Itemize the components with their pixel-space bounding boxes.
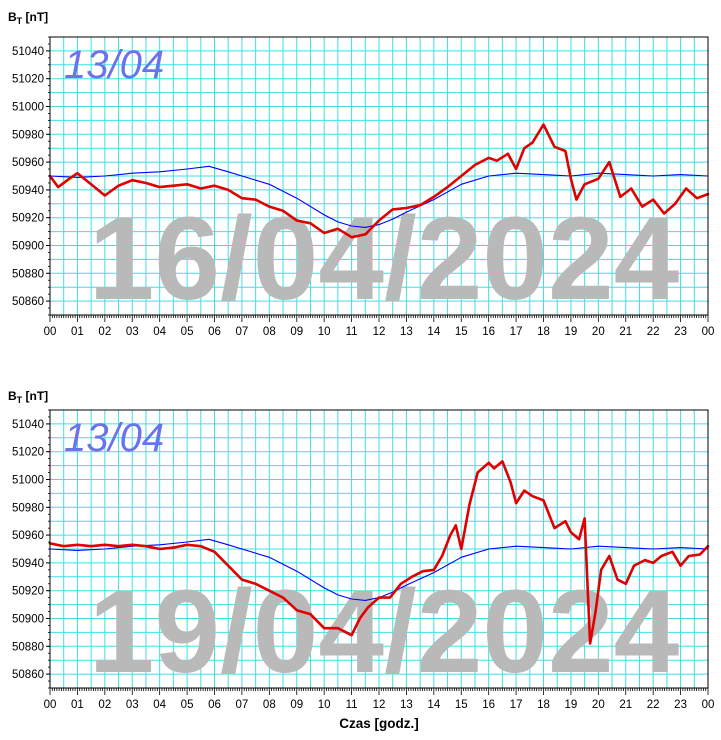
x-tick-label: 10 [318,326,331,338]
x-tick-label: 08 [263,699,276,711]
x-tick-label: 06 [208,699,221,711]
x-tick-label: 13 [400,699,413,711]
series-line-measured [48,460,710,645]
x-tick-label: 23 [674,699,687,711]
y-tick-label: 51000 [12,475,44,487]
x-tick-label: 07 [236,699,249,711]
x-tick-label: 03 [126,699,139,711]
y-tick-label: 50980 [12,129,44,141]
x-tick-label: 17 [510,699,523,711]
x-tick-label: 05 [181,326,194,338]
x-tick-label: 17 [510,326,523,338]
x-tick-label: 18 [537,326,550,338]
y-axis-title: BT [nT] [8,389,48,405]
x-tick-label: 14 [427,699,440,711]
x-tick-label: 12 [373,699,386,711]
series-line-measured [48,123,710,239]
x-tick-label: 09 [290,326,303,338]
y-tick-label: 50940 [12,558,44,570]
y-tick-label: 50960 [12,530,44,542]
x-tick-label: 00 [702,326,715,338]
y-tick-label: 51020 [12,74,44,86]
series-line-reference [49,538,709,601]
x-tick-label: 00 [44,699,57,711]
y-tick-label: 50880 [12,641,44,653]
y-tick-label: 50920 [12,213,44,225]
x-tick-label: 14 [427,326,440,338]
series-line-reference [49,165,709,228]
x-tick-label: 00 [702,699,715,711]
x-tick-label: 18 [537,699,550,711]
x-tick-label: 16 [482,326,495,338]
x-tick-label: 10 [318,699,331,711]
y-tick-label: 50880 [12,268,44,280]
y-tick-label: 50980 [12,502,44,514]
x-tick-label: 05 [181,699,194,711]
y-tick-label: 50920 [12,586,44,598]
x-tick-label: 12 [373,326,386,338]
x-tick-label: 19 [565,326,578,338]
reference-day-label: 13/04 [64,416,164,460]
y-tick-label: 51020 [12,447,44,459]
x-tick-label: 03 [126,326,139,338]
watermark-date: 19/04/2024 [89,566,680,698]
x-tick-label: 07 [236,326,249,338]
x-tick-label: 13 [400,326,413,338]
x-tick-label: 11 [346,326,358,338]
x-tick-label: 01 [71,326,84,338]
x-tick-label: 08 [263,326,276,338]
chart-panel-2: 19/04/2024 13/04 50860 50880 50900 50920 50940… [8,389,714,731]
x-tick-label: 04 [153,699,166,711]
y-tick-label: 51040 [12,419,44,431]
x-tick-label: 15 [455,699,468,711]
y-tick-label: 50860 [12,296,44,308]
x-tick-label: 15 [455,326,468,338]
x-tick-label: 20 [592,326,605,338]
watermark-date: 16/04/2024 [89,193,680,325]
x-tick-label: 00 [44,326,57,338]
x-tick-label: 20 [592,699,605,711]
grid [49,36,709,316]
x-tick-label: 21 [619,699,632,711]
x-tick-label: 23 [674,326,687,338]
y-tick-label: 50960 [12,157,44,169]
y-tick-label: 50900 [12,614,44,626]
x-tick-label: 11 [346,699,358,711]
x-tick-label: 09 [290,699,303,711]
x-tick-label: 01 [71,699,84,711]
x-axis-title: Czas [godz.] [339,716,419,731]
y-tick-label: 50940 [12,185,44,197]
y-axis-title: BT [nT] [8,10,48,26]
chart-panel-1: 16/04/2024 13/04 50860 50880 50900 50920 50940… [8,10,714,338]
x-tick-label: 19 [565,699,578,711]
x-tick-label: 04 [153,326,166,338]
x-tick-label: 22 [647,326,660,338]
y-tick-label: 51000 [12,102,44,114]
x-tick-label: 06 [208,326,221,338]
y-tick-label: 51040 [12,46,44,58]
x-tick-label: 21 [619,326,632,338]
x-tick-label: 16 [482,699,495,711]
x-tick-label: 22 [647,699,660,711]
reference-day-label: 13/04 [64,43,164,87]
y-tick-label: 50900 [12,241,44,253]
x-tick-label: 02 [98,699,111,711]
y-tick-label: 50860 [12,669,44,681]
x-tick-label: 02 [98,326,111,338]
